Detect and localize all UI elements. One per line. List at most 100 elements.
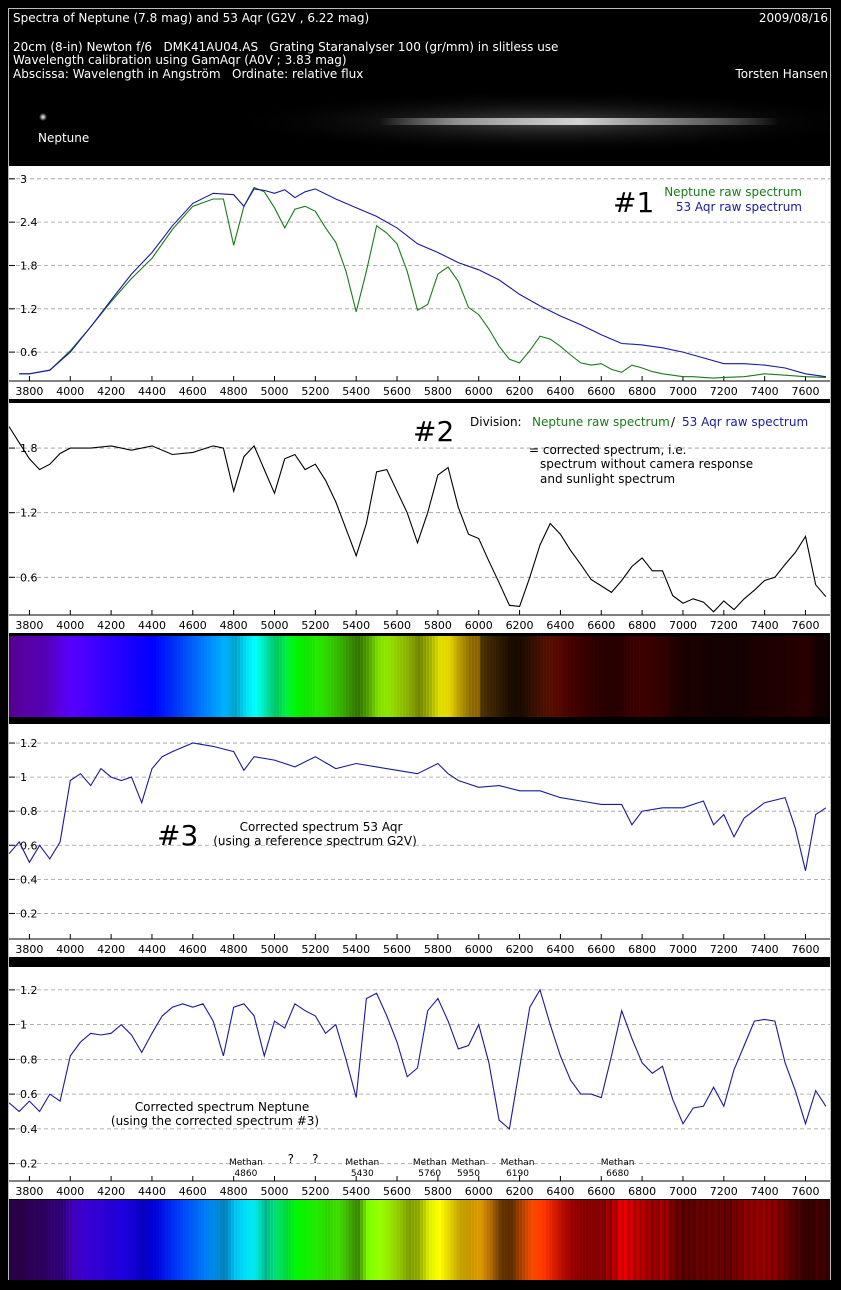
color-band [810, 636, 814, 717]
color-band [174, 636, 178, 717]
y-tick-label: 0.4 [20, 1123, 38, 1136]
color-band [504, 1200, 508, 1280]
color-band [276, 636, 280, 717]
color-band [768, 1200, 772, 1280]
color-band [564, 1200, 568, 1280]
color-band [60, 1200, 64, 1280]
x-tick-label: 4600 [179, 619, 207, 632]
color-band [282, 636, 286, 717]
color-band [84, 636, 88, 717]
color-band [249, 636, 253, 717]
color-band [243, 1200, 247, 1280]
methan-annotation-label: Methan [345, 1158, 379, 1168]
color-band [360, 636, 364, 717]
x-tick-label: 6600 [587, 619, 615, 632]
color-band [507, 1200, 511, 1280]
y-tick-label: 0.2 [20, 1158, 38, 1171]
division-numerator: Neptune raw spectrum [532, 415, 670, 429]
color-band [300, 1200, 304, 1280]
color-band [552, 636, 556, 717]
color-band [384, 636, 388, 717]
color-band [9, 1200, 13, 1280]
color-band [288, 1200, 292, 1280]
chart-panel-1: 0.6 1.2 1.8 2.4 3 3800 4000 4200 4400 4600 4800 500… [9, 166, 830, 399]
color-band [315, 636, 319, 717]
color-band [348, 1200, 352, 1280]
y-tick-label: 0.6 [20, 346, 38, 359]
color-band [357, 636, 361, 717]
color-band [15, 636, 19, 717]
color-band [348, 636, 352, 717]
color-band [756, 1200, 760, 1280]
color-band [393, 636, 397, 717]
color-band [219, 1200, 223, 1280]
color-band [21, 636, 25, 717]
color-band [543, 1200, 547, 1280]
color-band [642, 1200, 646, 1280]
color-band [402, 1200, 406, 1280]
color-band [708, 1200, 712, 1280]
color-band [132, 1200, 136, 1280]
color-band [123, 1200, 127, 1280]
color-band [741, 636, 745, 717]
color-band [42, 1200, 46, 1280]
color-band [144, 1200, 148, 1280]
series-line-1 [19, 186, 826, 379]
color-band [99, 636, 103, 717]
color-band [780, 636, 784, 717]
color-band [150, 1200, 154, 1280]
color-band [477, 1200, 481, 1280]
color-band [108, 636, 112, 717]
color-band [681, 1200, 685, 1280]
color-band [369, 1200, 373, 1280]
color-band [45, 1200, 49, 1280]
color-band [225, 636, 229, 717]
color-band [600, 1200, 604, 1280]
color-band [414, 1200, 418, 1280]
color-band [69, 636, 73, 717]
color-band [303, 1200, 307, 1280]
x-tick-label: 7600 [791, 385, 819, 398]
color-band [201, 636, 205, 717]
color-band [696, 1200, 700, 1280]
color-band [51, 636, 55, 717]
x-tick-label: 3800 [15, 385, 43, 398]
x-tick-label: 7000 [669, 1185, 697, 1198]
color-band [90, 636, 94, 717]
color-band [726, 1200, 730, 1280]
color-band [474, 1200, 478, 1280]
division-note-2: spectrum without camera response [540, 457, 753, 471]
color-band [39, 1200, 43, 1280]
color-band [588, 636, 592, 717]
color-band [498, 1200, 502, 1280]
color-band [660, 1200, 664, 1280]
x-tick-label: 5800 [424, 619, 452, 632]
color-band [423, 1200, 427, 1280]
color-band [711, 636, 715, 717]
color-band [534, 636, 538, 717]
color-band [573, 1200, 577, 1280]
chart-4: 0.2 0.4 0.6 0.8 1 1.2 3800 4000 4200 4400 4600 4800… [8, 984, 830, 1198]
color-band [429, 1200, 433, 1280]
color-band [129, 1200, 133, 1280]
color-band [798, 636, 802, 717]
color-band [480, 636, 484, 717]
color-band [129, 636, 133, 717]
color-band [828, 636, 830, 717]
color-band [621, 636, 625, 717]
color-band [222, 636, 226, 717]
color-band [294, 1200, 298, 1280]
color-band [231, 1200, 235, 1280]
color-band [471, 636, 475, 717]
color-band [705, 636, 709, 717]
color-band [36, 636, 40, 717]
color-band [501, 636, 505, 717]
color-band [285, 1200, 289, 1280]
color-band [396, 1200, 400, 1280]
color-band [258, 636, 262, 717]
color-band [72, 1200, 76, 1280]
color-band [246, 636, 250, 717]
color-band [666, 636, 670, 717]
x-tick-label: 6600 [587, 385, 615, 398]
color-band [654, 636, 658, 717]
